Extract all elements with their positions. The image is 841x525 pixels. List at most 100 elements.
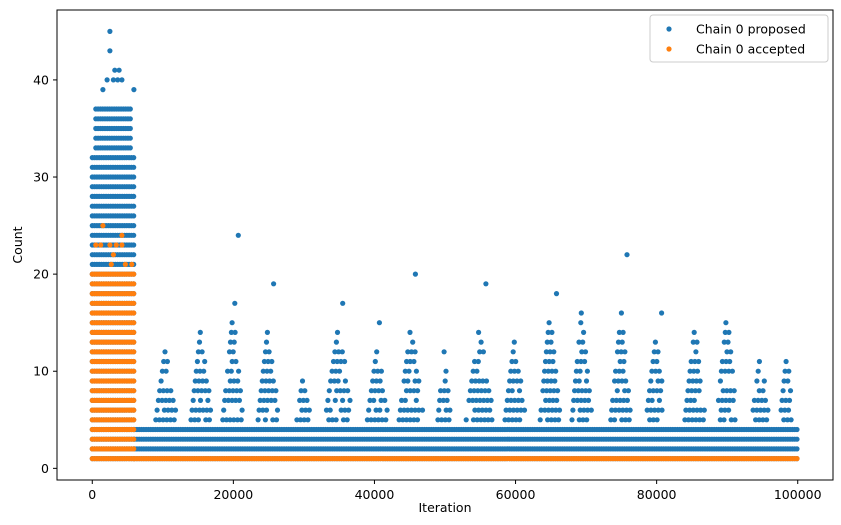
data-point [236,397,242,403]
data-point [256,407,262,413]
legend: Chain 0 proposed Chain 0 accepted [649,14,829,63]
data-point [578,358,584,365]
data-point [617,358,623,365]
data-point [512,397,518,403]
data-point [480,378,486,384]
data-point [233,358,239,365]
data-point [781,378,787,384]
data-point [515,397,522,403]
data-point [488,397,494,403]
data-point [719,358,726,365]
data-point [610,397,616,403]
data-point [569,417,575,423]
data-point [696,358,702,365]
data-point [412,349,418,355]
data-point [724,349,730,355]
data-point [519,397,525,403]
data-point [626,417,632,423]
data-point [541,378,547,384]
data-point [193,407,199,413]
data-point [584,417,590,423]
data-point [617,397,623,403]
data-point [540,388,546,394]
data-point [403,388,410,394]
data-point [470,417,477,423]
data-point [261,397,267,403]
data-point [586,388,592,394]
data-point [467,388,473,394]
data-point [302,388,308,394]
data-point [514,407,520,413]
data-point [483,407,489,413]
data-point [131,368,137,374]
data-point [159,397,165,403]
points-layer [89,28,800,462]
data-point [336,349,342,355]
data-point [235,232,241,238]
data-point [116,67,122,73]
data-point [273,417,280,423]
data-point [131,155,137,161]
y-tick-label: 10 [33,364,49,379]
data-point [555,388,561,394]
data-point [654,358,660,365]
data-point [332,397,338,403]
data-point [223,417,230,423]
data-point [131,446,137,452]
x-tick-label: 80000 [637,487,677,502]
data-point [443,368,449,374]
data-point [419,407,426,413]
data-point [754,407,760,413]
data-point [574,358,580,365]
x-axis: 0 20000 40000 60000 80000 100000 [88,480,822,502]
data-point [158,378,164,384]
data-point [688,397,694,403]
data-point [728,417,734,423]
data-point [375,417,381,423]
data-point [475,358,481,365]
data-point [131,271,137,277]
data-point [168,388,174,394]
data-point [299,407,305,413]
data-point [203,378,209,384]
data-point [260,407,266,413]
data-point [466,397,472,403]
data-point [553,407,559,413]
data-point [693,349,699,355]
data-point [719,397,725,403]
data-point [578,397,584,403]
data-point [268,397,274,403]
data-point [782,407,788,413]
data-point [581,407,587,413]
data-point [372,417,378,423]
data-point [333,417,339,423]
data-point [722,329,728,335]
data-point [223,388,229,394]
data-point [119,242,125,248]
data-point [327,407,333,413]
data-point [651,349,657,355]
y-axis-label: Count [10,226,25,263]
data-point [416,378,422,384]
data-point [228,368,234,374]
data-point [262,417,268,423]
data-point [546,358,552,365]
data-point [234,388,240,394]
data-point [412,271,418,277]
data-point [537,417,543,423]
data-point [721,417,727,423]
data-point [728,349,734,355]
data-point [413,397,419,403]
legend-marker-proposed [666,26,672,32]
data-point [104,77,110,83]
data-point [328,378,334,384]
data-point [402,397,408,403]
data-point [225,397,231,403]
y-tick-label: 0 [41,461,49,476]
data-point [510,378,516,384]
data-point [406,368,412,374]
data-point [199,349,205,355]
data-point [413,368,419,374]
data-point [440,397,446,403]
data-point [108,261,114,267]
